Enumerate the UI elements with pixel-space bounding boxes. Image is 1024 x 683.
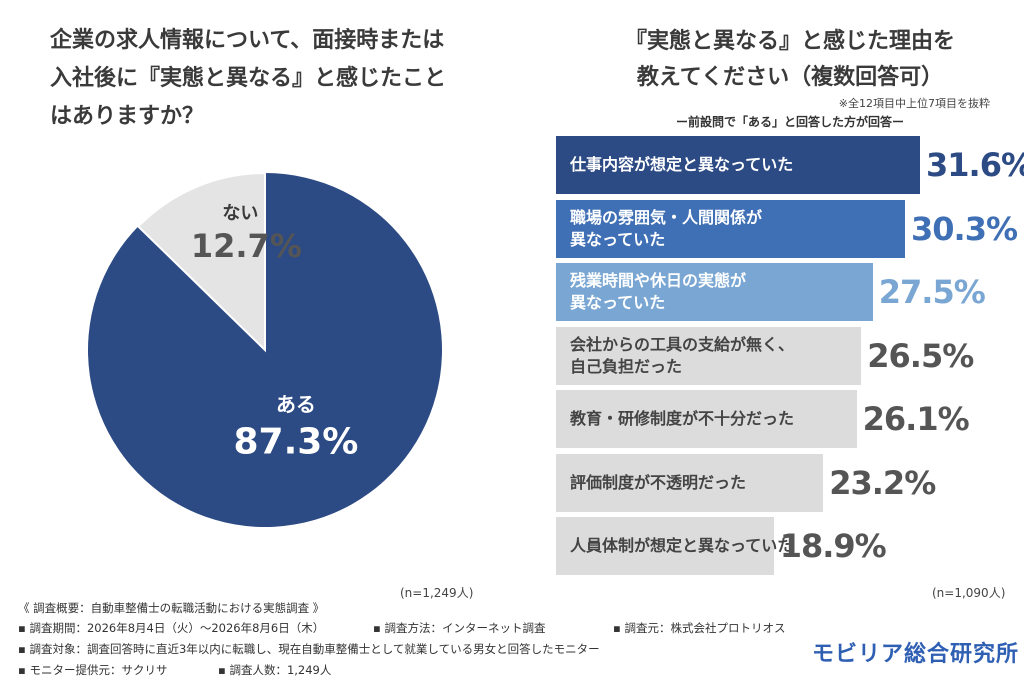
bar-label-line: 教育・研修制度が不十分だった [570,409,795,428]
bar-label-line: 自己負担だった [570,356,683,376]
bar-5: 教育・研修制度が不十分だった [556,390,857,448]
brand-logo: モビリア総合研究所 [812,642,1020,667]
bar-label-line: 評価制度が不透明だった [570,472,747,492]
footer-provider: ▪ モニター提供元：サクリサ [18,663,168,677]
bar-label-line: 異なっていた [570,293,666,312]
pie-label-aru: ある [276,392,316,416]
bar-value-label: 31.6% [926,146,1024,184]
left-title-line-2: 入社後に『実態と異なる』と感じたこと [50,66,447,91]
right-subtitle: ー前設問で「ある」と回答した方が回答ー [675,115,904,129]
bar-value-label: 18.9% [779,527,887,565]
bar-label: 評価制度が不透明だった [570,472,746,494]
left-n-note: (n=1,249人) [400,586,474,600]
bar-value-label: 30.3% [911,209,1018,248]
footer-period: ▪ 調査期間：2026年8月4日（火）〜2026年8月6日（木） [18,621,325,635]
footer-count: ▪ 調査人数：1,249人 [218,663,332,677]
left-question-title: 企業の求人情報について、面接時または 入社後に『実態と異なる』と感じたこと はあ… [50,22,490,136]
bar-label: 職場の雰囲気・人間関係が 異なっていた [570,207,762,251]
bar-label-line: 職場の雰囲気・人間関係が [570,207,763,227]
bar-2: 職場の雰囲気・人間関係が 異なっていた [556,199,906,258]
bar-label: 人員体制が想定と異なっていた [570,535,793,557]
bar-label-line: 会社からの工具の支給が無く、 [570,334,795,354]
right-question-title: 『実態と異なる』と感じた理由を 教えてください（複数回答可） [560,24,1020,96]
pie-slice-nai [136,171,266,353]
bar-value-label: 23.2% [829,463,936,502]
pie-value-aru: 87.3% [233,421,358,462]
bar-label: 仕事内容が想定と異なっていた [570,154,793,176]
footer-method: ▪ 調査方法：インターネット調査 [373,621,546,635]
bar-label-line: 仕事内容が想定と異なっていた [570,155,794,174]
bar-4: 会社からの工具の支給が無く、 自己負担だった [556,326,862,385]
right-title-line-2: 教えてください（複数回答可） [636,65,944,90]
pie-value-nai: 12.7% [191,227,302,265]
bar-label: 残業時間や休日の実態が 異なっていた [570,270,746,314]
right-n-note: (n=1,090人) [932,586,1006,600]
bar-3: 残業時間や休日の実態が 異なっていた [556,263,873,321]
bar-value-label: 27.5% [878,273,986,311]
bar-label-line: 異なっていた [570,229,666,249]
bar-value-label: 26.5% [867,336,974,375]
pie-label-nai: ない [222,203,258,224]
bar-7: 人員体制が想定と異なっていた [556,517,793,575]
bar-value-label: 26.1% [862,400,970,438]
bar-label-line: 人員体制が想定と異なっていた [570,536,794,555]
bar-label: 会社からの工具の支給が無く、 自己負担だった [570,334,794,378]
pie-chart: ある 87.3% ない 12.7% [88,171,443,527]
footer-target: ▪ 調査対象：調査回答時に直近3年以内に転職し、現在自動車整備士として就業してい… [18,642,600,656]
left-title-line-1: 企業の求人情報について、面接時または [50,28,445,53]
bar-1: 仕事内容が想定と異なっていた [556,136,920,194]
bar-label-line: 残業時間や休日の実態が [570,271,747,290]
right-note: ※全12項目中上位7項目を抜粋 [838,97,990,110]
bar-label: 教育・研修制度が不十分だった [570,408,794,430]
footer-source: ▪ 調査元：株式会社プロトリオス [613,621,786,635]
right-title-line-1: 『実態と異なる』と感じた理由を [624,29,955,54]
footer-heading: 《 調査概要：自動車整備士の転職活動における実態調査 》 [18,601,325,615]
bar-6: 評価制度が不透明だった [556,453,824,512]
left-title-line-3: はありますか？ [50,104,205,129]
